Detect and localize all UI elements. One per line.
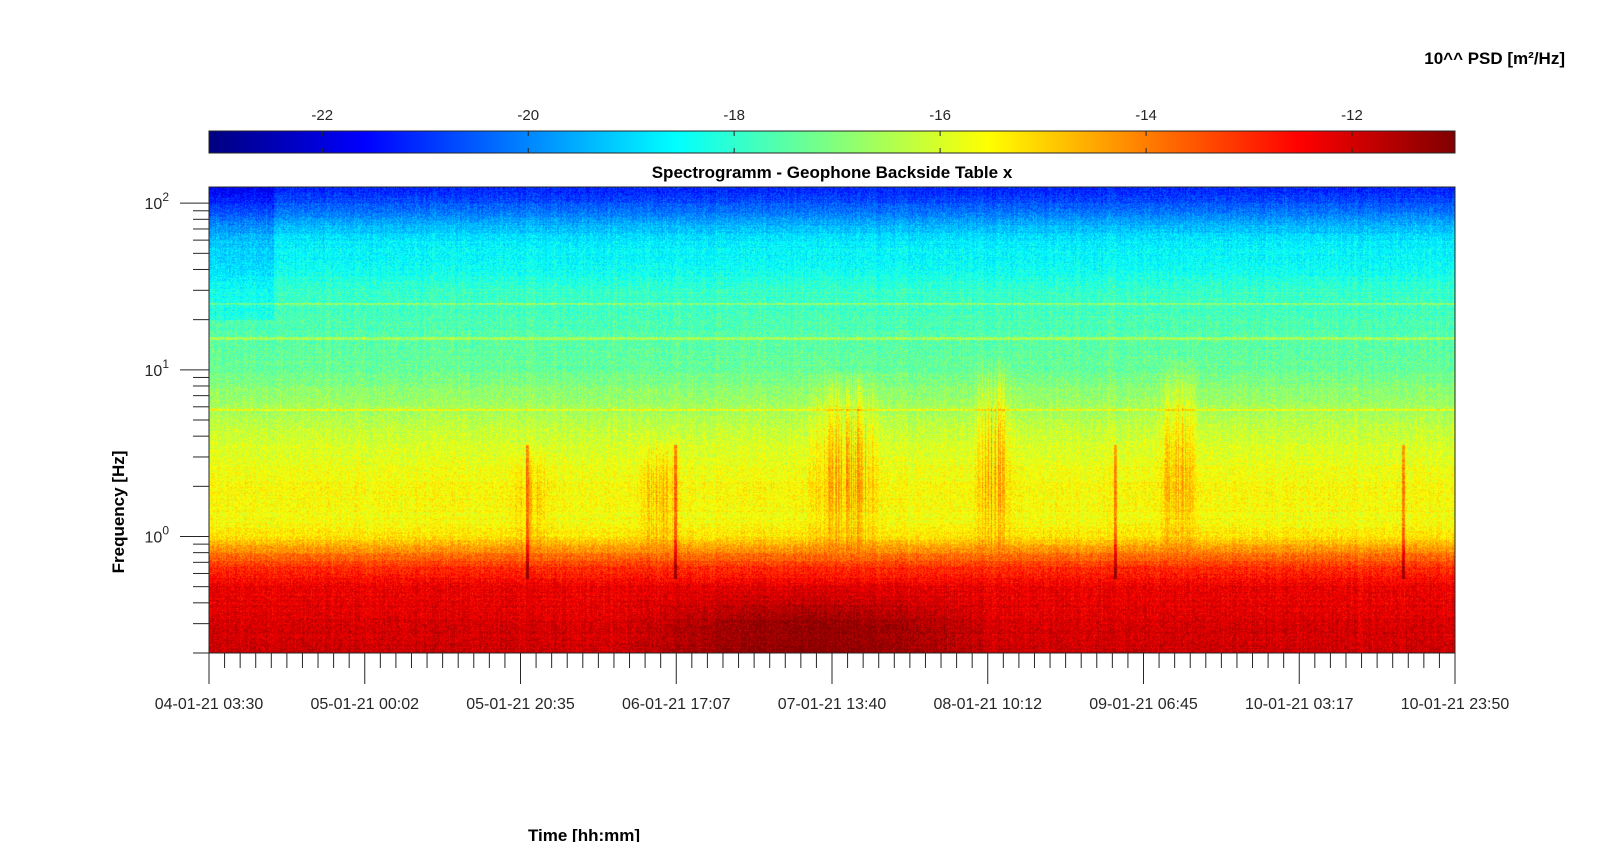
colorbar-tick-label: -18	[723, 107, 745, 124]
chart-title: Spectrogramm - Geophone Backside Table x	[652, 163, 1013, 182]
x-tick-label: 10-01-21 03:17	[1245, 696, 1354, 713]
y-tick-label: 100	[145, 524, 170, 547]
y-axis: 102 101 100	[145, 190, 209, 654]
colorbar-tick-label: -20	[517, 107, 539, 124]
spectrogram-heatmap	[209, 187, 1455, 653]
x-tick-label: 09-01-21 06:45	[1089, 696, 1198, 713]
x-tick-label: 10-01-21 23:50	[1401, 696, 1510, 713]
y-tick-label: 102	[145, 190, 170, 213]
x-tick-label: 06-01-21 17:07	[622, 696, 731, 713]
x-axis: 04-01-21 03:30 05-01-21 00:02 05-01-21 20:…	[155, 653, 1510, 713]
x-tick-label: 07-01-21 13:40	[778, 696, 887, 713]
colorbar: -22 -20 -18 -16 -14 -12	[208, 107, 1456, 154]
x-tick-label: 05-01-21 20:35	[466, 696, 575, 713]
y-axis-label: Frequency [Hz]	[109, 451, 128, 574]
x-axis-label: Time [hh:mm]	[528, 826, 640, 842]
colorbar-ticks: -22 -20 -18 -16 -14 -12	[311, 107, 1363, 153]
colorbar-label: 10^^ PSD [m²/Hz]	[1424, 49, 1565, 68]
x-tick-label: 08-01-21 10:12	[933, 696, 1042, 713]
colorbar-tick-label: -16	[929, 107, 951, 124]
x-tick-label: 05-01-21 00:02	[310, 696, 419, 713]
colorbar-tick-label: -22	[311, 107, 333, 124]
colorbar-tick-label: -14	[1135, 107, 1157, 124]
colorbar-gradient	[208, 130, 1456, 154]
colorbar-tick-label: -12	[1341, 107, 1363, 124]
y-tick-label: 101	[145, 357, 170, 380]
x-tick-label: 04-01-21 03:30	[155, 696, 264, 713]
